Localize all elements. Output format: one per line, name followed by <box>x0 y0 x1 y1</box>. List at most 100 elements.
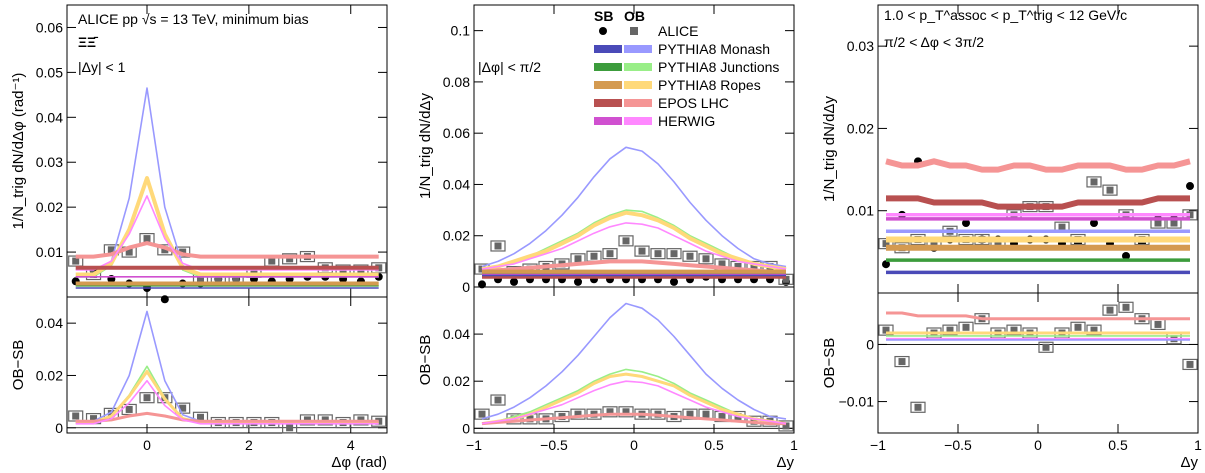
data-point-alice-ob <box>750 262 758 270</box>
data-point-alice-ob <box>107 409 115 417</box>
y-tick-label: 0.02 <box>443 373 470 389</box>
data-point-alice-ob <box>686 252 694 260</box>
data-point-alice-ob <box>125 248 133 256</box>
data-point-alice-ob <box>375 417 383 425</box>
series-pythia8-ropes-ob <box>481 210 787 272</box>
data-point-alice-ob <box>268 257 276 265</box>
data-point-alice-ob <box>375 264 383 272</box>
data-point-alice-ob <box>638 247 646 255</box>
legend-marker-sb <box>599 27 607 35</box>
legend-swatch-sb <box>594 63 622 71</box>
data-point-alice-ob <box>994 240 1002 248</box>
series-pythia8-monash-ob <box>481 146 787 268</box>
syst-box-alice-ob <box>602 248 618 260</box>
data-point-alice-ob <box>622 408 630 416</box>
data-point-alice-ob <box>654 250 662 258</box>
legend-entries: ALICE PYTHIA8 Monash PYTHIA8 Junctions PYTH… <box>594 23 779 129</box>
data-point-alice-ob <box>574 255 582 263</box>
y-tick-label: 0.04 <box>443 326 470 342</box>
y-tick-label: 0.02 <box>847 120 874 136</box>
annotation-particle: ΞΞ̄ <box>78 34 99 50</box>
legend-label: PYTHIA8 Ropes <box>658 77 761 93</box>
panel-middle-bottom: 0 0.02 0.04 −1 −0.5 0 0.5 1 OB−SB Δy <box>417 286 798 471</box>
syst-box-alice-ob <box>666 248 682 260</box>
plot-frame <box>473 286 795 434</box>
syst-box-alice-ob <box>634 245 650 257</box>
syst-box-alice-ob <box>1102 184 1118 196</box>
y-tick-label: 0.02 <box>36 199 63 215</box>
y-tick-label: 0.02 <box>443 228 470 244</box>
data-point-alice-ob <box>930 240 938 248</box>
x-tick-label: −1 <box>466 437 482 453</box>
y-axis-title: OB−SB <box>821 338 838 388</box>
data-point-alice-ob <box>1042 343 1050 351</box>
y-tick-label: 0.05 <box>36 64 63 80</box>
legend-swatch-ob <box>624 81 652 89</box>
x-tick-label: 0.5 <box>704 437 724 453</box>
x-tick-label: 1 <box>790 437 798 453</box>
data-point-alice-ob <box>574 410 582 418</box>
legend-label: HERWIG <box>658 113 715 129</box>
data-point-alice-ob <box>946 326 954 334</box>
x-tick-label: −1 <box>870 437 886 453</box>
x-tick-label: −0.5 <box>540 437 568 453</box>
annotation-rapidity-window: |Δy| < 1 <box>78 59 126 75</box>
data-point-alice-ob <box>606 408 614 416</box>
data-point-alice-ob <box>1186 360 1194 368</box>
series-epos-lhc <box>481 412 786 426</box>
series-epos-lhc-ob <box>481 259 786 274</box>
data-point-alice-ob <box>214 275 222 283</box>
data-point-alice-ob <box>1090 178 1098 186</box>
y-tick-label: −0.01 <box>839 394 875 410</box>
legend-entry-alice: ALICE <box>599 23 698 39</box>
legend-entry-pythia8-junctions: PYTHIA8 Junctions <box>594 59 779 75</box>
data-point-alice-sb <box>1122 251 1130 260</box>
data-point-alice-ob <box>494 396 502 404</box>
syst-box-alice-ob <box>650 248 666 260</box>
data-point-alice-ob <box>478 410 486 418</box>
syst-box-alice-ob <box>490 240 506 252</box>
x-tick-label: 0 <box>630 437 638 453</box>
panel-left-bottom: 0 0.02 0.04 0 2 4 OB−SB Δφ (rad) <box>10 296 388 471</box>
legend-entry-pythia8-ropes: PYTHIA8 Ropes <box>594 77 761 93</box>
syst-box-alice-ob <box>618 406 634 418</box>
series-epos-lhc-sb <box>886 195 1190 210</box>
y-tick-label: 0.03 <box>847 38 874 54</box>
syst-box-alice-ob <box>1086 176 1102 188</box>
data-point-alice-sb <box>510 277 518 286</box>
x-tick-label: 4 <box>347 437 355 453</box>
data-point-alice-ob <box>1074 323 1082 331</box>
panels: 0.01 0.02 0.03 0.04 0.05 0.06 1/N_trig dN/dΔφ … <box>10 4 1202 471</box>
annotation-phi-window: |Δφ| < π/2 <box>478 59 541 75</box>
data-point-alice-ob <box>898 358 906 366</box>
y-tick-label: 0.04 <box>36 109 63 125</box>
data-point-alice-sb <box>882 260 890 269</box>
annotation-away-side: π/2 < Δφ < 3π/2 <box>884 34 984 50</box>
data-point-alice-ob <box>286 255 294 263</box>
series-alice-sb <box>882 157 1194 269</box>
data-point-alice-ob <box>196 275 204 283</box>
data-point-alice-ob <box>90 415 98 423</box>
syst-box-alice-ob <box>894 355 910 368</box>
series-pythia8-junctions <box>75 365 379 424</box>
y-tick-label: 0 <box>462 279 470 295</box>
syst-box-alice-ob <box>778 420 794 432</box>
data-point-alice-ob <box>686 410 694 418</box>
syst-box-alice-ob <box>602 406 618 418</box>
y-axis-title: OB−SB <box>417 335 434 385</box>
syst-box-alice-ob <box>282 253 298 265</box>
data-point-alice-sb <box>1090 219 1098 228</box>
legend-swatch-ob <box>624 117 652 125</box>
y-tick-label: 0.06 <box>36 19 63 35</box>
panel-left-top: 0.01 0.02 0.03 0.04 0.05 0.06 1/N_trig dN/dΔφ … <box>10 4 388 304</box>
data-point-alice-sb <box>1186 182 1194 191</box>
data-point-alice-ob <box>962 323 970 331</box>
data-point-alice-sb <box>478 280 486 289</box>
data-point-alice-ob <box>1170 219 1178 227</box>
data-point-alice-ob <box>232 275 240 283</box>
data-point-alice-ob <box>250 268 258 276</box>
series-herwig-ob <box>75 195 379 271</box>
data-point-alice-ob <box>179 248 187 256</box>
data-point-alice-ob <box>1154 320 1162 328</box>
